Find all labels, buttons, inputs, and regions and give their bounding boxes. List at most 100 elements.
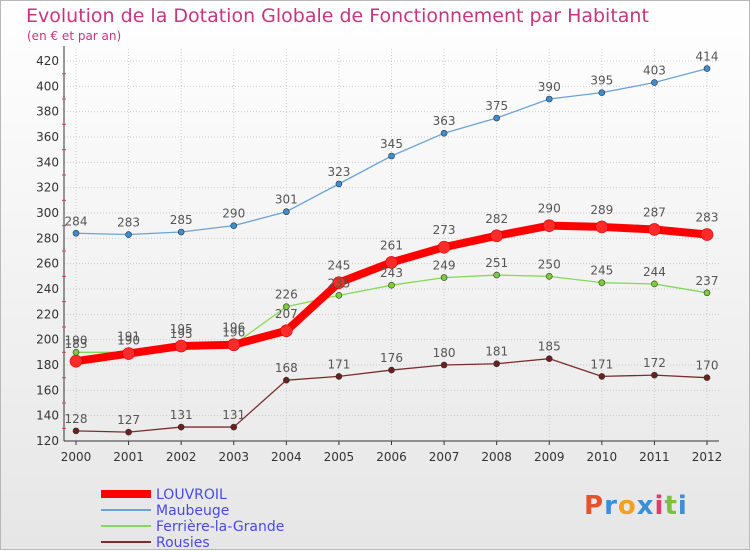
data-label: 282: [485, 212, 508, 226]
logo-letter: P: [584, 491, 605, 521]
data-point: [598, 279, 606, 286]
x-tick-label: 2000: [61, 450, 92, 464]
x-tick-label: 2001: [113, 450, 144, 464]
data-point: [177, 228, 185, 236]
y-tick-label: 320: [36, 181, 59, 195]
data-label: 283: [117, 216, 140, 230]
data-label: 323: [327, 165, 350, 179]
y-tick-label: 260: [36, 257, 59, 271]
legend-label: Ferrière-la-Grande: [156, 519, 284, 535]
data-label: 251: [485, 256, 508, 270]
data-point: [72, 229, 80, 237]
data-point: [545, 273, 553, 280]
data-label: 170: [696, 359, 719, 373]
data-point: [651, 371, 658, 379]
data-point: [651, 280, 658, 288]
y-tick-label: 120: [36, 434, 59, 448]
data-label: 345: [380, 137, 403, 151]
data-point: [283, 208, 290, 216]
data-point: [703, 374, 711, 381]
data-label: 363: [433, 114, 456, 128]
data-point: [440, 274, 448, 281]
data-point: [122, 347, 135, 360]
x-tick-label: 2006: [376, 450, 407, 464]
legend-label: Rousies: [156, 535, 210, 551]
data-point: [490, 229, 503, 243]
y-tick-label: 280: [36, 231, 59, 245]
chart-subtitle: (en € et par an): [27, 29, 122, 43]
data-point: [332, 276, 346, 289]
x-tick-label: 2008: [481, 450, 512, 464]
data-label: 180: [433, 346, 456, 360]
data-point: [388, 152, 395, 160]
chart-title: Evolution de la Dotation Globale de Fonc…: [26, 5, 649, 27]
data-label: 243: [380, 266, 403, 280]
data-point: [493, 360, 500, 368]
data-label: 131: [222, 408, 245, 422]
data-label: 290: [222, 207, 245, 221]
data-point: [388, 281, 395, 289]
data-label: 171: [590, 357, 613, 371]
data-label: 196: [222, 321, 245, 335]
data-label: 183: [65, 337, 88, 351]
data-label: 195: [170, 327, 193, 341]
data-label: 273: [433, 223, 456, 237]
data-point: [227, 338, 241, 352]
x-tick-label: 2011: [639, 450, 670, 464]
data-point: [177, 423, 185, 431]
data-point: [700, 228, 714, 241]
data-point: [648, 223, 661, 236]
data-point: [493, 114, 500, 122]
data-label: 190: [117, 333, 140, 347]
y-tick-label: 340: [36, 155, 59, 169]
x-tick-label: 2009: [534, 450, 565, 464]
data-label: 181: [485, 345, 508, 359]
data-label: 287: [643, 205, 666, 219]
data-point: [703, 65, 711, 72]
data-point: [440, 361, 448, 369]
data-label: 207: [275, 307, 298, 321]
data-label: 168: [275, 361, 298, 375]
data-label: 127: [117, 413, 140, 427]
logo-letter: i: [654, 491, 665, 521]
x-tick-label: 2007: [429, 450, 460, 464]
data-point: [335, 180, 343, 188]
proxiti-logo: Proxiti: [584, 491, 688, 521]
data-point: [545, 355, 553, 362]
data-label: 414: [696, 50, 719, 64]
logo-letter: i: [677, 491, 688, 521]
data-point: [651, 79, 658, 86]
logo-letter: t: [664, 491, 678, 521]
y-tick-label: 160: [36, 383, 59, 397]
x-tick-label: 2012: [692, 450, 723, 464]
y-tick-label: 240: [36, 282, 59, 296]
data-label: 285: [170, 213, 193, 227]
data-point: [598, 373, 606, 380]
data-label: 185: [538, 340, 561, 354]
data-label: 284: [65, 214, 88, 228]
data-label: 237: [696, 274, 719, 288]
data-label: 283: [696, 211, 719, 225]
data-point: [437, 240, 451, 254]
y-tick-label: 140: [36, 409, 59, 423]
data-point: [385, 256, 398, 269]
data-label: 245: [590, 264, 613, 278]
data-point: [440, 129, 448, 137]
legend-label: Maubeuge: [156, 503, 229, 519]
y-tick-label: 420: [36, 54, 59, 68]
x-tick-label: 2005: [324, 450, 355, 464]
data-point: [545, 95, 553, 103]
logo-letter: o: [617, 491, 637, 521]
y-tick-label: 380: [36, 105, 59, 119]
data-label: 245: [327, 259, 350, 273]
data-point: [125, 231, 132, 238]
legend-label: LOUVROIL: [156, 487, 227, 503]
data-point: [335, 373, 343, 380]
data-label: 403: [643, 64, 666, 78]
data-point: [595, 220, 609, 234]
data-point: [703, 289, 711, 297]
data-label: 289: [590, 203, 613, 217]
data-label: 128: [65, 412, 88, 426]
data-label: 172: [643, 356, 666, 370]
